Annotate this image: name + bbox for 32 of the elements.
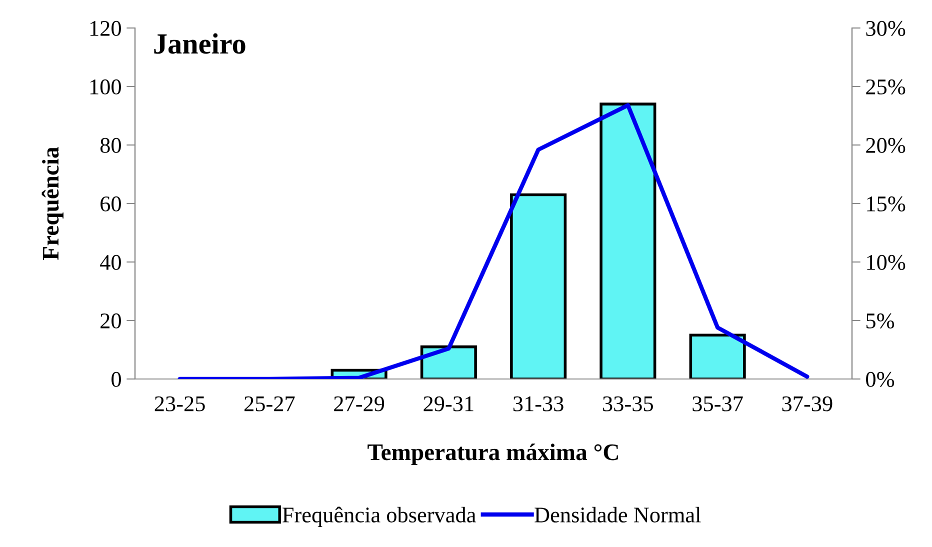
x-tick-label: 31-33	[513, 396, 564, 412]
y2-tick-label: 15%	[867, 196, 906, 212]
x-tick-label: 37-39	[782, 396, 832, 412]
y2-tick-label: 30%	[866, 20, 906, 36]
y-tick-label: 40	[100, 254, 121, 270]
y-tick-label: 60	[100, 196, 121, 212]
x-axis-title: Temperatura máxima °C	[368, 444, 618, 466]
x-tick-label: 29-31	[424, 396, 474, 412]
x-tick-label: 25-27	[244, 396, 295, 412]
y-tick-label: 20	[100, 313, 121, 328]
y2-tick-label: 5%	[866, 313, 894, 328]
line-series	[178, 103, 810, 379]
x-tick-label: 35-37	[692, 396, 743, 412]
legend-label: Frequência observada	[282, 506, 476, 527]
x-tick-label: 33-35	[603, 396, 653, 412]
y-tick-label: 120	[90, 20, 121, 36]
y-tick-label: 80	[100, 138, 121, 153]
bar	[510, 193, 567, 379]
legend-label: Densidade Normal	[534, 506, 701, 522]
x-tick-label: 27-29	[334, 396, 384, 412]
chart-title: Janeiro	[154, 33, 246, 54]
y-tick-label: 0	[112, 372, 121, 387]
bar	[689, 334, 746, 379]
x-tick-label: 23-25	[154, 396, 205, 412]
bar	[420, 345, 477, 379]
y-axis-title: Frequência	[42, 147, 64, 260]
y2-tick-label: 25%	[866, 79, 906, 94]
y2-tick-label: 0%	[866, 372, 894, 387]
bar	[600, 102, 656, 379]
y-tick-label: 100	[90, 79, 121, 94]
y2-tick-label: 20%	[866, 138, 906, 153]
y2-tick-label: 10%	[867, 254, 906, 270]
